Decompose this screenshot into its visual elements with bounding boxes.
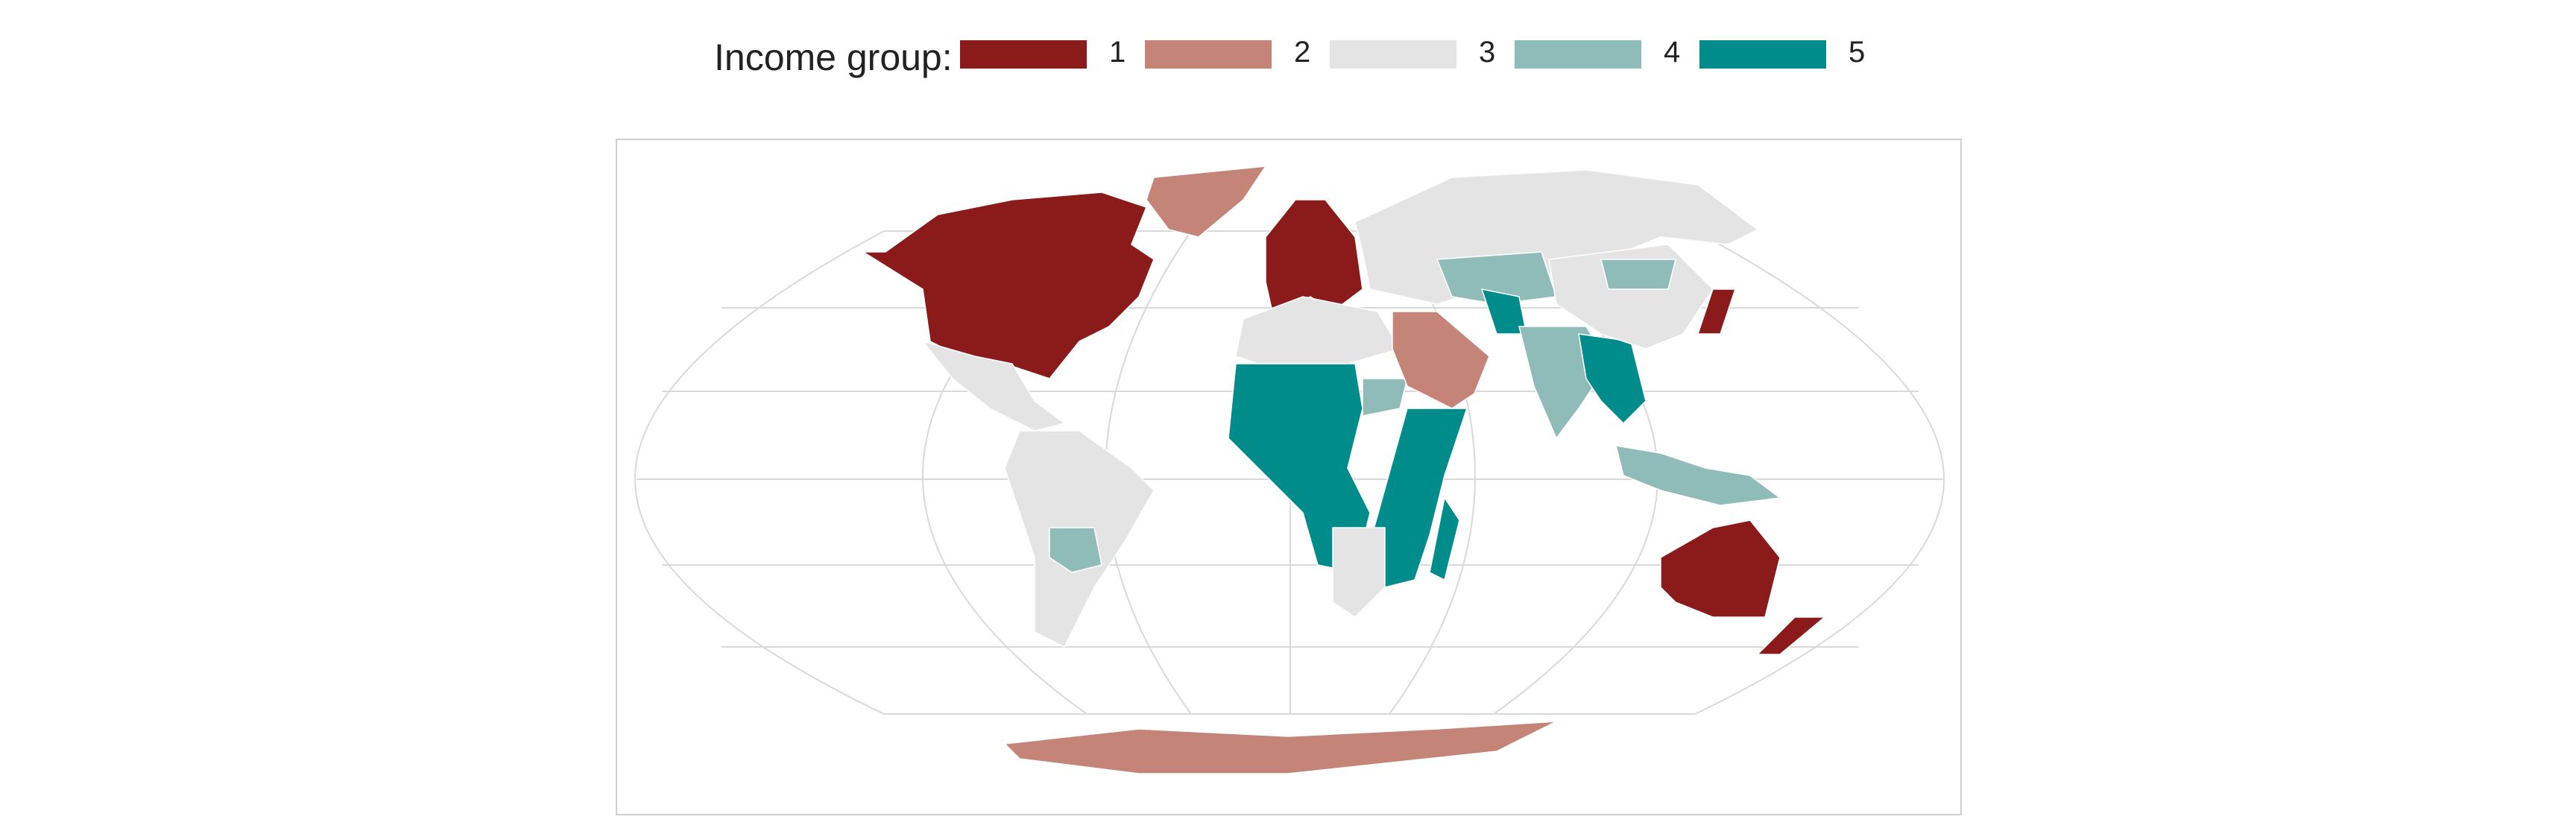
region-madagascar xyxy=(1429,496,1460,581)
legend-swatch xyxy=(1699,40,1826,69)
region-north-africa xyxy=(1235,296,1401,364)
world-map xyxy=(634,165,1945,774)
legend-swatch xyxy=(1145,40,1272,69)
region-antarctica xyxy=(1003,721,1557,774)
region-mexico-central-america xyxy=(921,340,1066,432)
legend-label: 3 xyxy=(1479,36,1496,69)
region-southern-africa xyxy=(1332,527,1386,618)
region-western-europe xyxy=(1265,199,1363,317)
legend-label: 1 xyxy=(1109,36,1126,69)
region-japan xyxy=(1696,288,1737,335)
region-arabian-peninsula xyxy=(1392,311,1490,409)
region-new-zealand xyxy=(1756,616,1827,655)
legend-label: 2 xyxy=(1294,36,1311,69)
legend-title: Income group: xyxy=(714,37,953,78)
map-frame xyxy=(616,139,1962,815)
region-mongolia xyxy=(1600,259,1676,290)
legend-label: 4 xyxy=(1664,36,1681,69)
legend-label: 5 xyxy=(1849,36,1866,69)
region-australia xyxy=(1660,519,1781,618)
region-southeast-asia-mainland xyxy=(1578,333,1647,425)
map-legend: Income group: 1 2 3 4 5 xyxy=(0,0,2576,112)
region-greenland xyxy=(1146,165,1267,238)
legend-swatch xyxy=(1330,40,1456,69)
region-indonesia-philippines xyxy=(1614,445,1781,506)
region-sudan-region xyxy=(1362,378,1408,417)
legend-swatch xyxy=(960,40,1087,69)
region-layer xyxy=(861,165,1827,774)
region-bolivia xyxy=(1049,527,1102,573)
map-outline xyxy=(634,230,1945,715)
legend-swatch xyxy=(1515,40,1641,69)
region-central-asia xyxy=(1436,251,1558,305)
region-north-america-usa-canada- xyxy=(861,192,1155,379)
